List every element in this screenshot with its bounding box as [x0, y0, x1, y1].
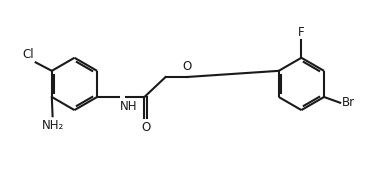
Text: O: O: [182, 60, 191, 73]
Text: NH₂: NH₂: [41, 119, 64, 132]
Text: Cl: Cl: [22, 48, 34, 61]
Text: F: F: [298, 26, 305, 38]
Text: NH: NH: [120, 100, 137, 113]
Text: Br: Br: [342, 96, 355, 109]
Text: O: O: [141, 121, 150, 134]
